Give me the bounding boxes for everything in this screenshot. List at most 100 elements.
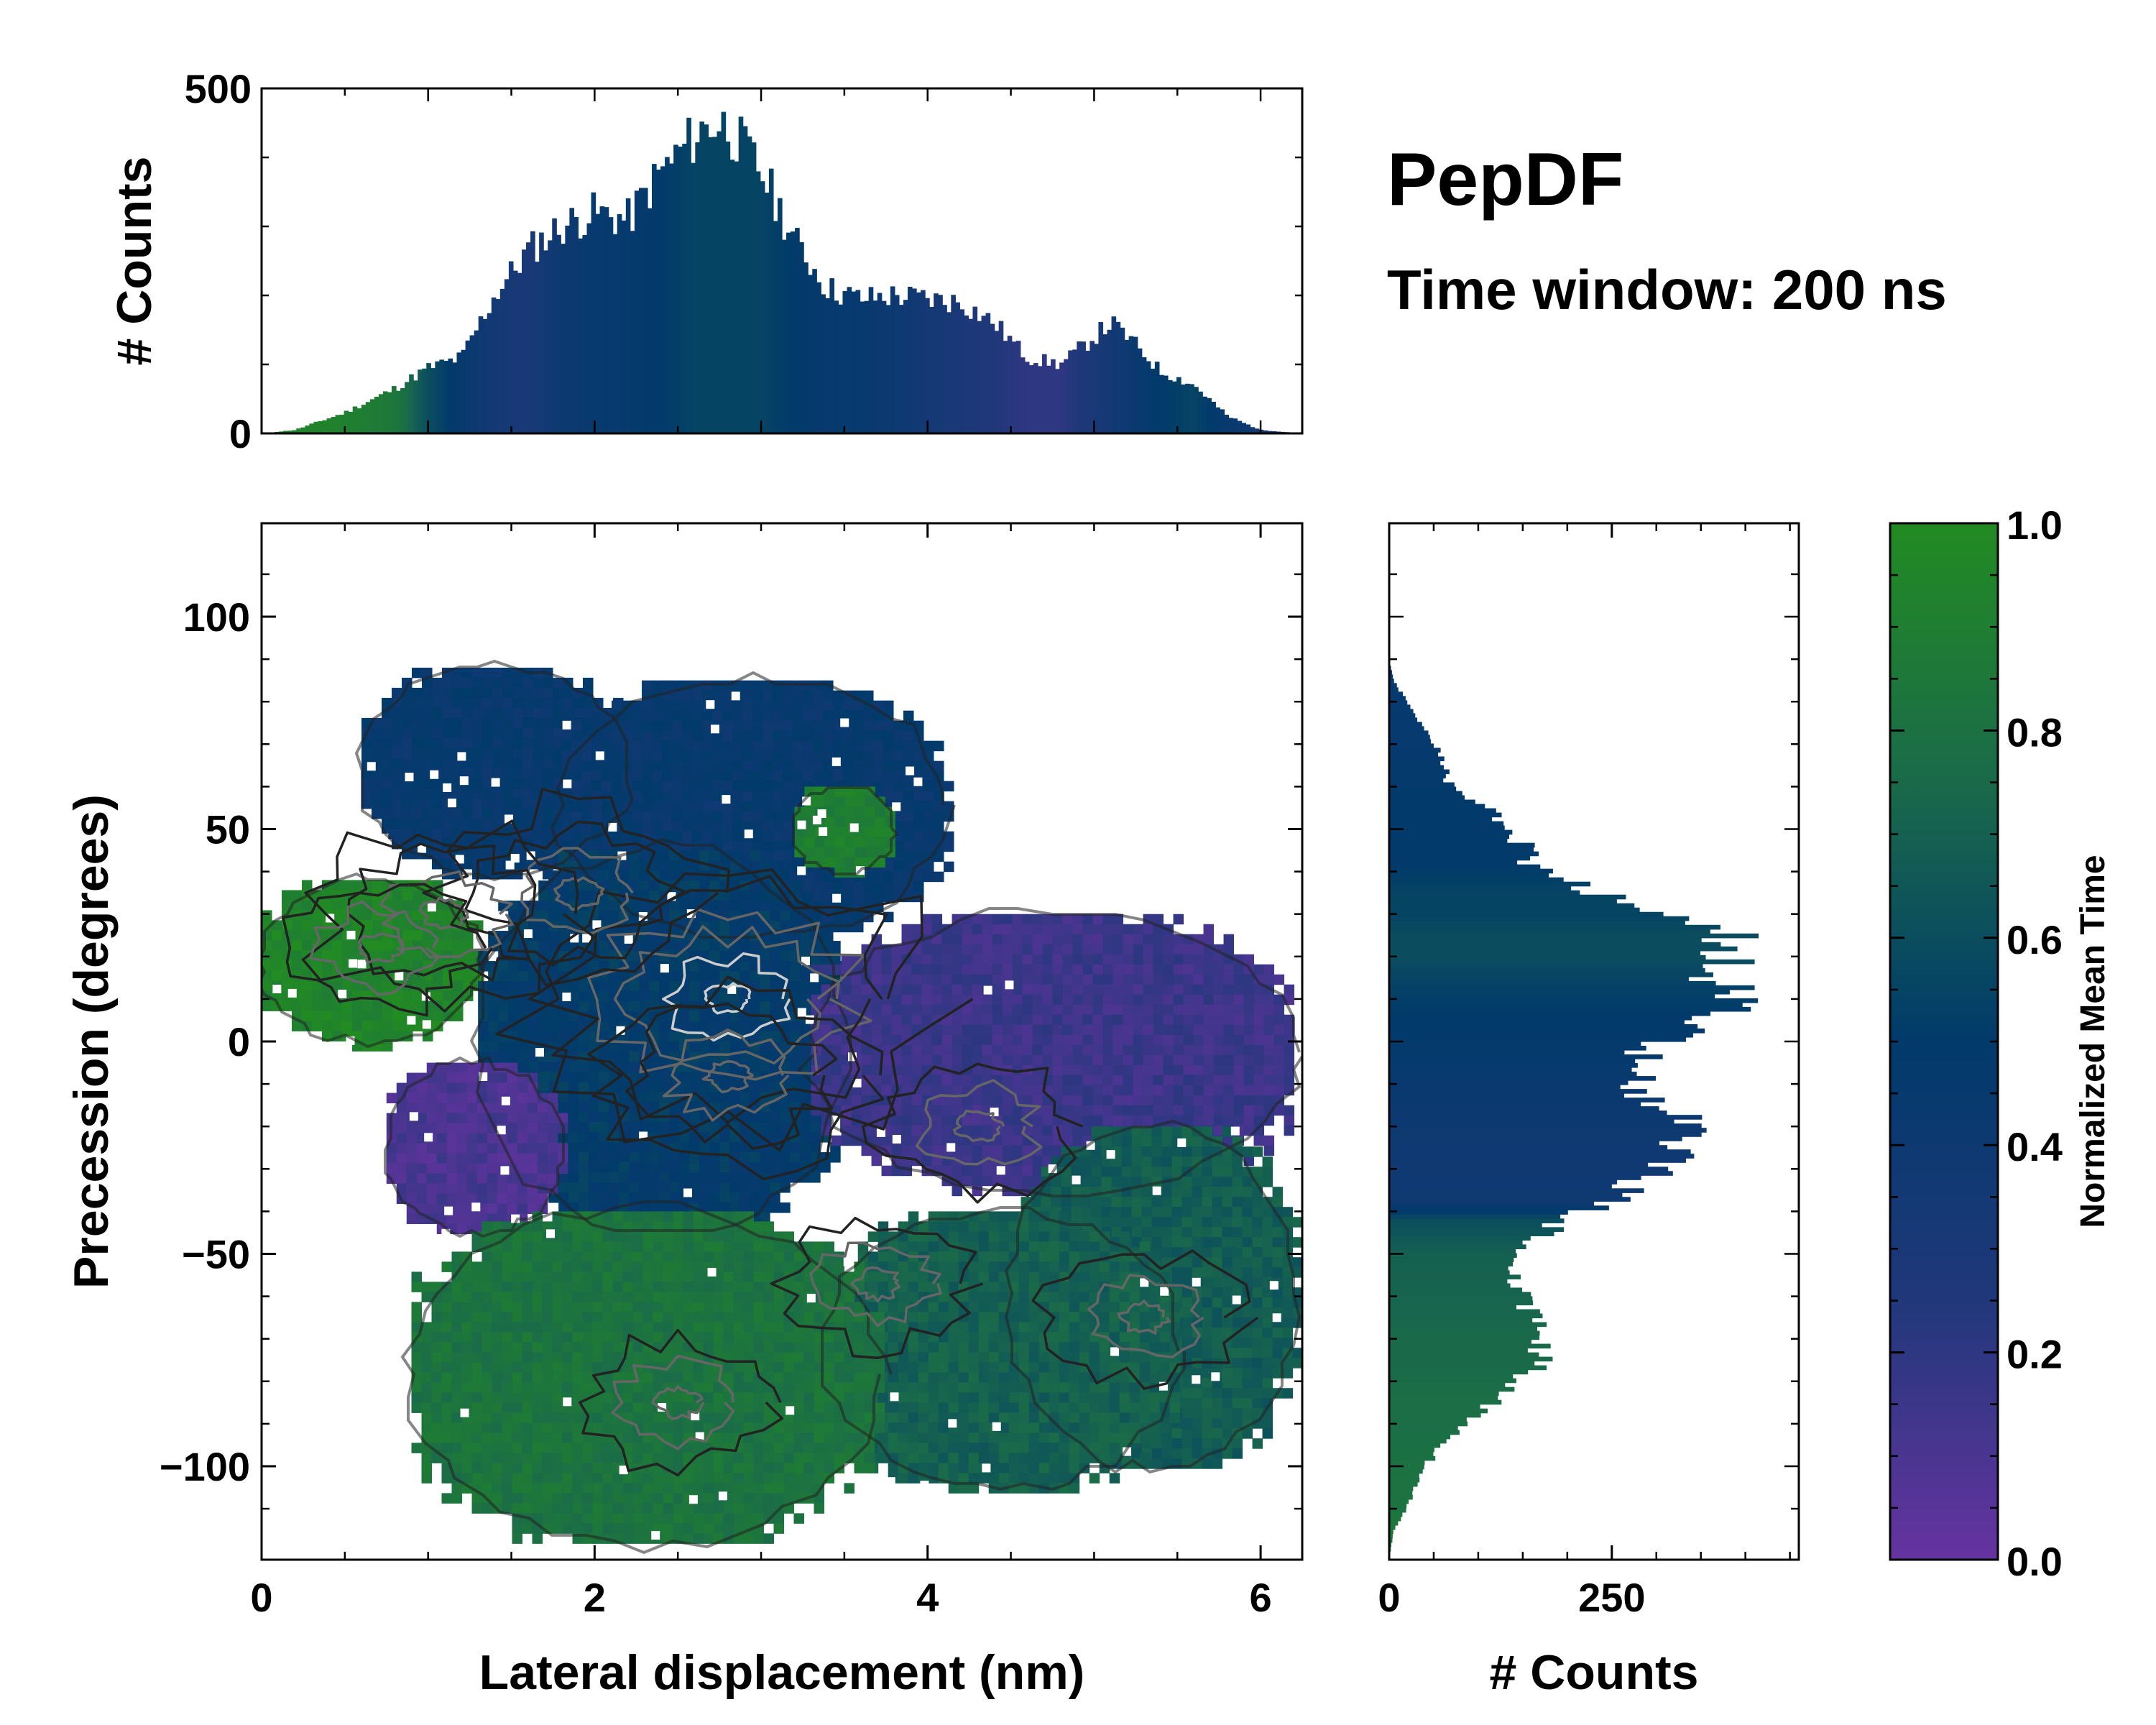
heatmap-bin bbox=[689, 961, 700, 972]
heatmap-bin bbox=[1153, 944, 1164, 955]
heatmap-bin bbox=[462, 798, 473, 809]
heatmap-bin bbox=[1183, 1105, 1194, 1116]
heatmap-bin bbox=[992, 924, 1003, 935]
heatmap-bin bbox=[1092, 1024, 1104, 1036]
top-histogram-bar bbox=[331, 417, 336, 433]
heatmap-bin bbox=[466, 1143, 478, 1154]
heatmap-bin bbox=[548, 1052, 559, 1062]
heatmap-bin bbox=[426, 1103, 438, 1114]
heatmap-bin bbox=[871, 1034, 883, 1046]
heatmap-bin bbox=[1143, 944, 1154, 955]
heatmap-bin bbox=[941, 944, 953, 955]
heatmap-bin bbox=[1102, 1024, 1114, 1036]
heatmap-bin bbox=[709, 1182, 720, 1193]
heatmap-bin bbox=[629, 1062, 640, 1072]
heatmap-bin bbox=[649, 1192, 660, 1203]
heatmap-bin bbox=[649, 1102, 660, 1113]
heatmap-bin bbox=[1101, 1156, 1112, 1167]
heatmap-bin bbox=[962, 944, 973, 955]
heatmap-bin bbox=[1163, 1075, 1174, 1086]
heatmap-bin bbox=[1082, 1095, 1094, 1106]
heatmap-bin bbox=[1203, 1024, 1215, 1036]
heatmap-bin bbox=[750, 1182, 760, 1193]
top-histogram-bar bbox=[573, 216, 579, 433]
heatmap-bin bbox=[689, 1082, 700, 1092]
heatmap-bin bbox=[1243, 984, 1255, 995]
heatmap-bin bbox=[901, 974, 913, 985]
top-histogram-bar bbox=[764, 192, 770, 433]
heatmap-bin bbox=[709, 1162, 720, 1173]
heatmap-bin bbox=[672, 801, 683, 812]
heatmap-bin bbox=[1153, 914, 1164, 925]
heatmap-bin bbox=[1222, 1167, 1233, 1177]
heatmap-bin bbox=[599, 911, 609, 921]
heatmap-bin bbox=[844, 837, 855, 847]
top-histogram-bar bbox=[907, 287, 913, 433]
heatmap-bin bbox=[482, 768, 493, 779]
heatmap-bin bbox=[1123, 974, 1134, 985]
heatmap-bin bbox=[865, 786, 875, 797]
heatmap-bin bbox=[1102, 914, 1114, 925]
heatmap-bin bbox=[1262, 1177, 1273, 1187]
heatmap-bin bbox=[972, 1054, 983, 1066]
heatmap-bin bbox=[722, 760, 733, 772]
heatmap-bin bbox=[422, 788, 433, 799]
top-histogram-bar bbox=[773, 221, 778, 433]
heatmap-bin bbox=[1262, 1237, 1273, 1248]
heatmap-bin bbox=[1171, 1197, 1183, 1208]
heatmap-bin bbox=[1173, 1054, 1184, 1066]
heatmap-bin bbox=[462, 858, 473, 870]
heatmap-bin bbox=[952, 964, 963, 975]
heatmap-bin bbox=[466, 1183, 478, 1195]
heatmap-bin bbox=[639, 1172, 650, 1183]
heatmap-bin bbox=[1263, 974, 1275, 985]
heatmap-bin bbox=[1133, 1064, 1144, 1076]
heatmap-bin bbox=[752, 781, 763, 792]
heatmap-bin bbox=[719, 951, 730, 962]
heatmap-bin bbox=[642, 821, 653, 832]
heatmap-bin bbox=[729, 1092, 740, 1103]
heatmap-bin bbox=[632, 811, 642, 822]
heatmap-bin bbox=[1173, 914, 1184, 925]
heatmap-bin bbox=[903, 801, 914, 812]
heatmap-bin bbox=[699, 1021, 710, 1032]
heatmap-bin bbox=[482, 858, 493, 870]
heatmap-bin bbox=[599, 1142, 609, 1153]
heatmap-bin bbox=[679, 1132, 690, 1143]
heatmap-bin bbox=[382, 697, 392, 709]
heatmap-bin bbox=[1161, 1187, 1173, 1197]
heatmap-bin bbox=[662, 770, 673, 782]
heatmap-bin bbox=[931, 1135, 943, 1146]
heatmap-bin bbox=[502, 748, 513, 759]
heatmap-bin bbox=[436, 1163, 448, 1174]
heatmap-bin bbox=[406, 1183, 418, 1195]
heatmap-bin bbox=[1212, 1167, 1223, 1177]
heatmap-bin bbox=[1193, 1034, 1204, 1046]
heatmap-bin bbox=[1202, 1187, 1213, 1197]
top-histogram-bar bbox=[439, 359, 444, 433]
heatmap-bin bbox=[1223, 1085, 1235, 1096]
heatmap-bin bbox=[1273, 1105, 1285, 1116]
heatmap-bin bbox=[709, 1092, 720, 1103]
heatmap-bin bbox=[436, 1113, 448, 1124]
heatmap-bin bbox=[1203, 994, 1215, 1006]
heatmap-bin bbox=[972, 1014, 983, 1026]
heatmap-bin bbox=[992, 984, 1003, 995]
heatmap-bin bbox=[1112, 1105, 1124, 1116]
heatmap-bin bbox=[1012, 1125, 1023, 1136]
heatmap-bin bbox=[844, 867, 855, 878]
heatmap-bin bbox=[548, 931, 559, 942]
heatmap-bin bbox=[1111, 1227, 1123, 1238]
heatmap-bin bbox=[1213, 1075, 1225, 1086]
heatmap-bin bbox=[783, 750, 793, 762]
heatmap-bin bbox=[517, 1123, 528, 1134]
heatmap-bin bbox=[1202, 1146, 1213, 1157]
heatmap-bin bbox=[881, 1014, 893, 1026]
heatmap-bin bbox=[662, 791, 673, 802]
heatmap-bin bbox=[770, 961, 780, 972]
heatmap-bin bbox=[1163, 1044, 1174, 1056]
heatmap-bin bbox=[652, 710, 663, 722]
heatmap-bin bbox=[612, 750, 622, 762]
heatmap-bin bbox=[382, 1041, 393, 1052]
